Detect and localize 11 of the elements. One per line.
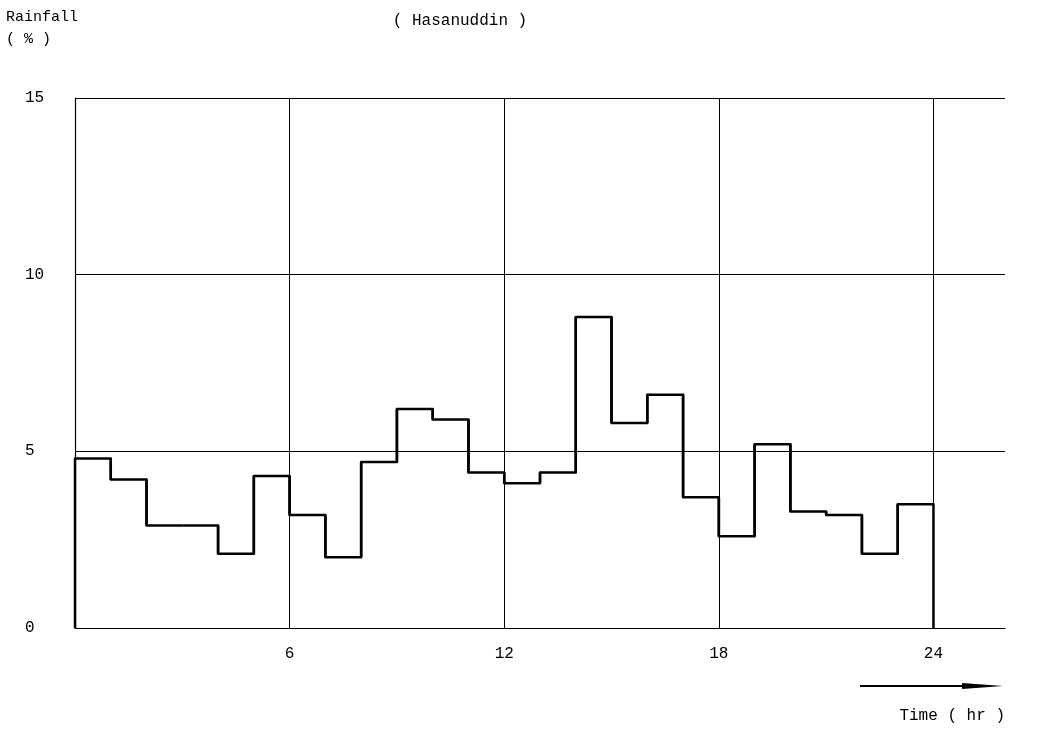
x-tick-label: 18	[709, 645, 729, 663]
y-tick-label: 15	[25, 89, 45, 107]
x-tick-label: 24	[923, 645, 944, 663]
x-tick-label: 6	[284, 645, 295, 663]
x-tick-label: 12	[494, 645, 514, 663]
chart-title: ( Hasanuddin )	[392, 12, 528, 30]
y-tick-label: 0	[25, 619, 35, 637]
x-axis-title: Time ( hr )	[899, 707, 1005, 725]
y-tick-label: 10	[25, 265, 45, 284]
y-tick-label: 5	[25, 442, 35, 461]
y-axis-title: Rainfall ( % )	[6, 8, 79, 48]
